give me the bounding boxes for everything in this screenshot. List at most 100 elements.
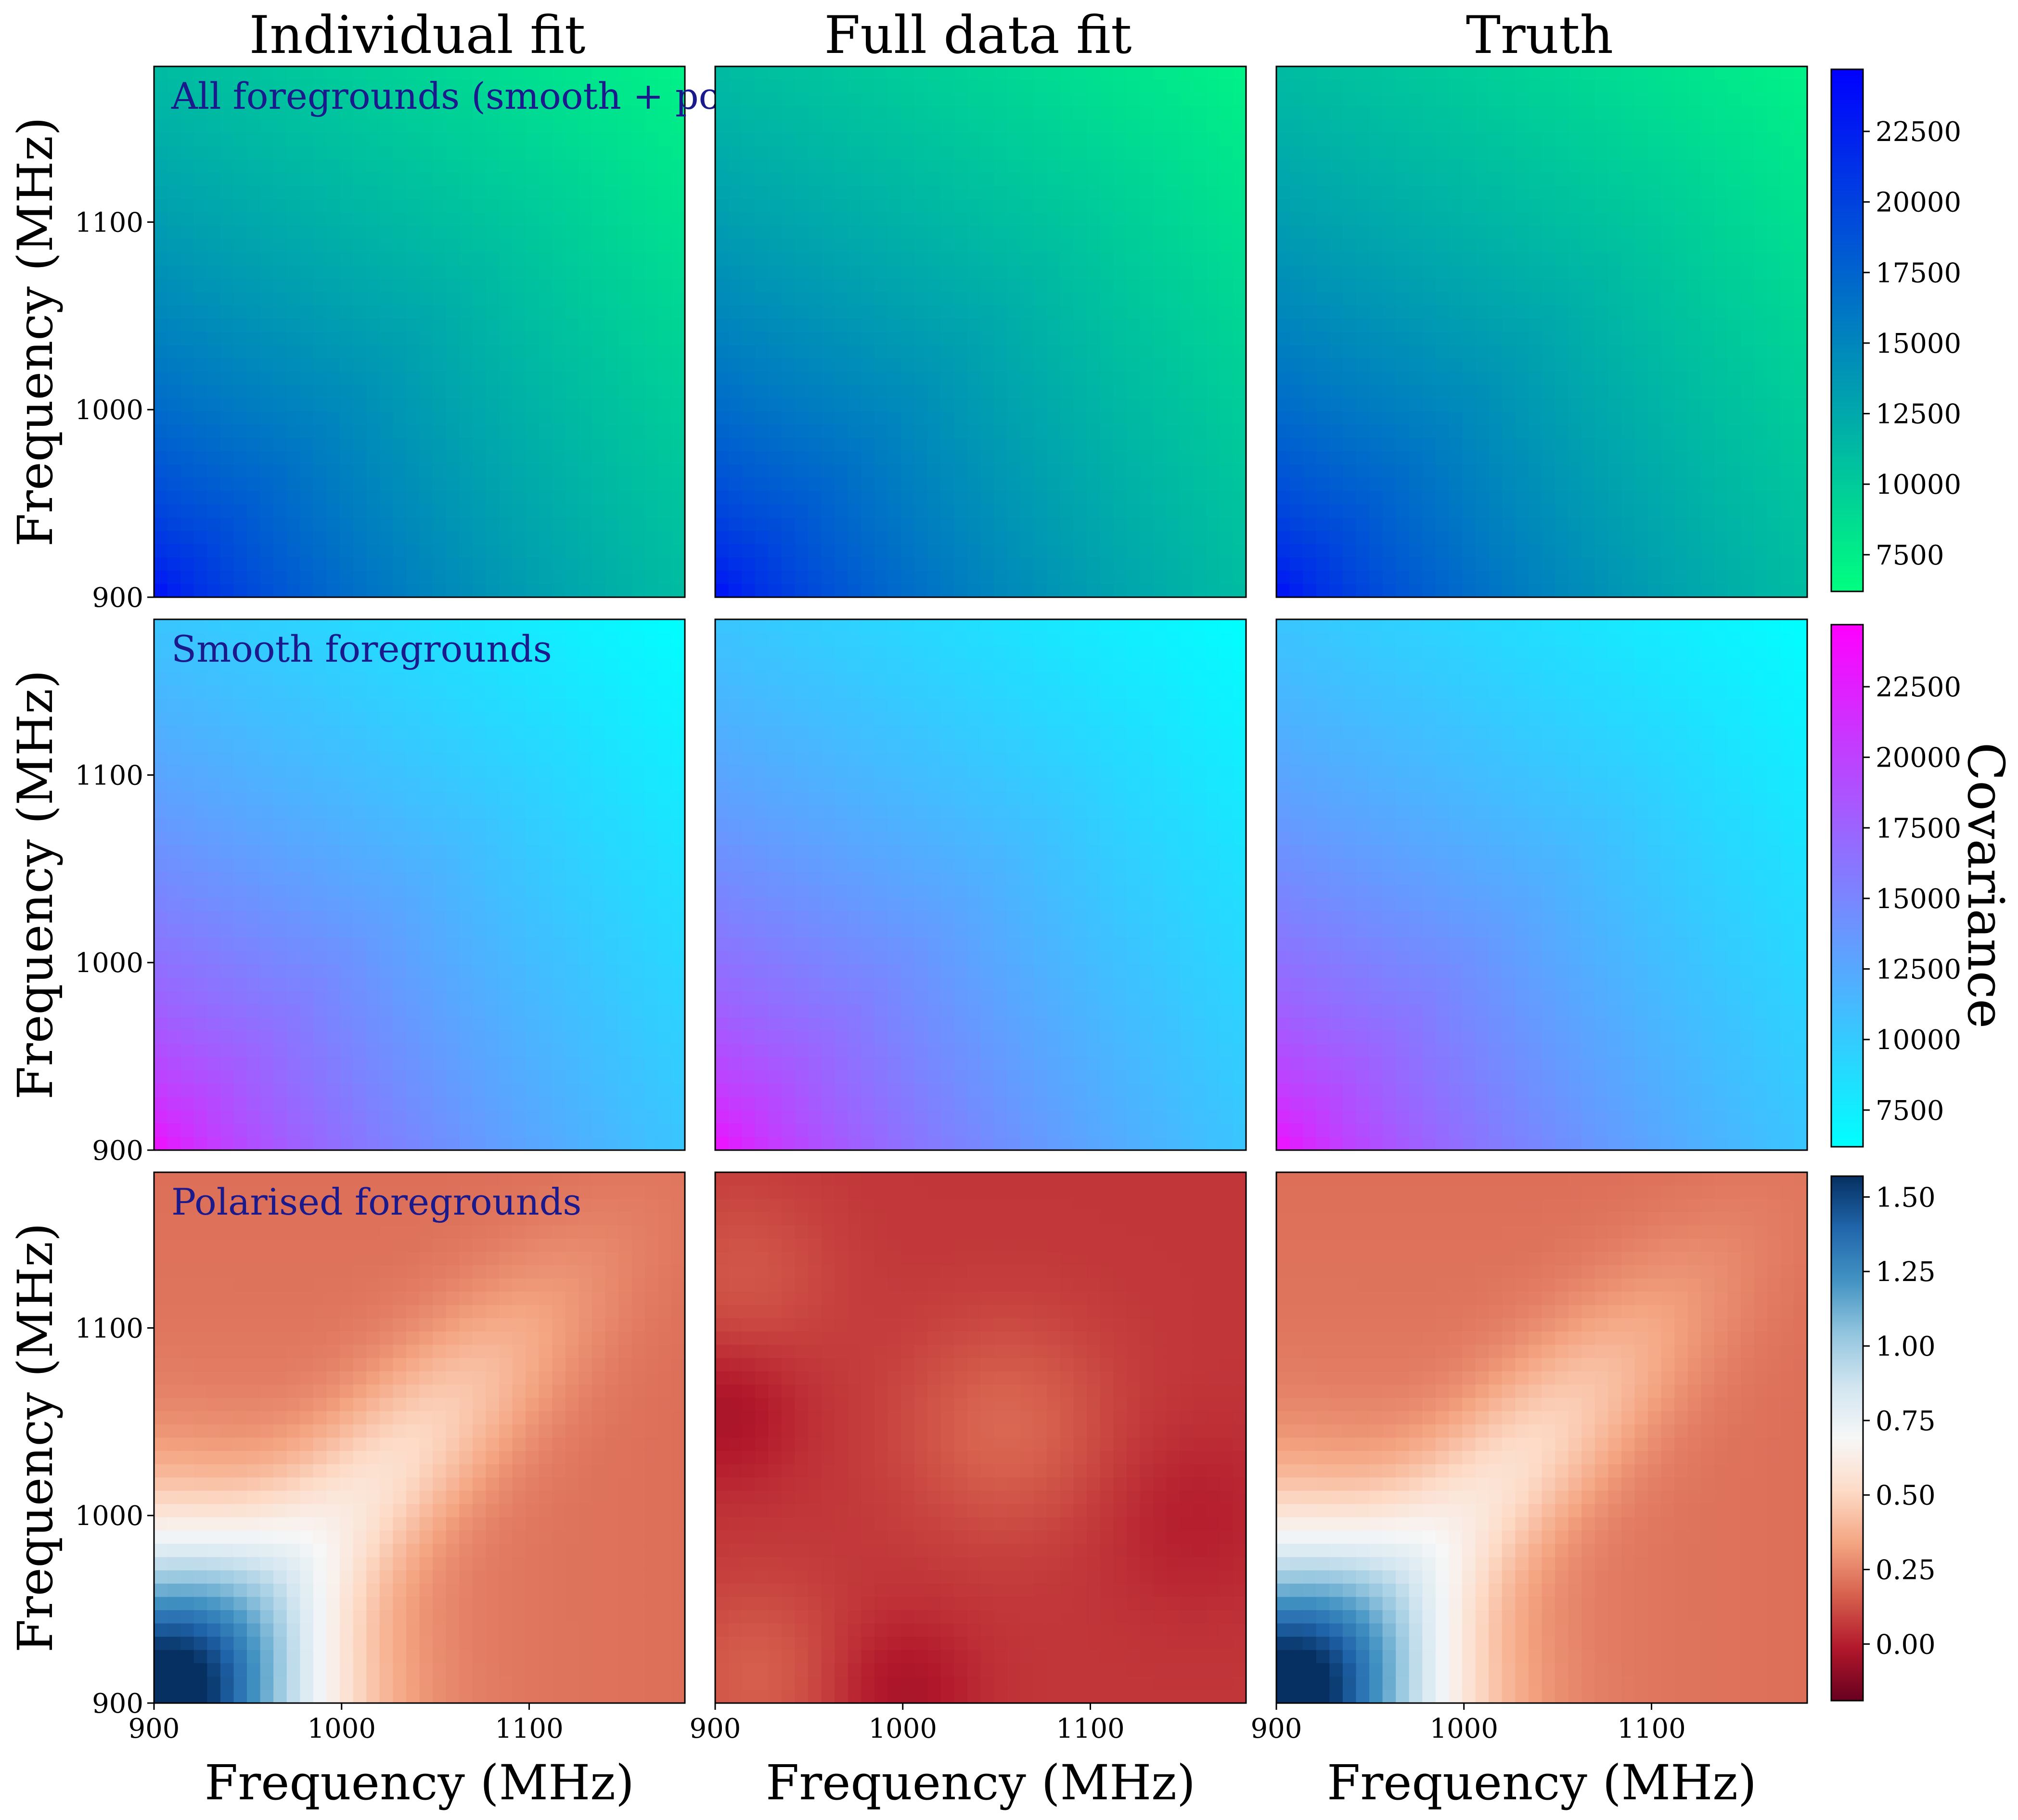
heatmap-cell bbox=[1087, 332, 1101, 346]
heatmap-cell bbox=[1382, 504, 1397, 518]
heatmap-cell bbox=[671, 225, 685, 240]
heatmap-cell bbox=[1316, 385, 1330, 399]
heatmap-cell bbox=[406, 544, 420, 558]
heatmap-cell bbox=[379, 265, 394, 280]
heatmap-cell bbox=[715, 345, 729, 359]
heatmap-cell bbox=[446, 119, 460, 133]
heatmap-cell bbox=[486, 372, 500, 385]
heatmap-cell bbox=[1727, 477, 1742, 492]
heatmap-cell bbox=[795, 318, 809, 333]
heatmap-cell bbox=[313, 517, 327, 532]
heatmap-cell bbox=[835, 504, 848, 518]
heatmap-cell bbox=[1369, 345, 1383, 359]
heatmap-cell bbox=[1060, 531, 1074, 545]
column-title-truth: Truth bbox=[1466, 5, 1613, 65]
heatmap-cell bbox=[1462, 279, 1476, 293]
heatmap-cell bbox=[914, 279, 928, 293]
heatmap-cell bbox=[180, 725, 194, 740]
heatmap-cell bbox=[591, 93, 606, 107]
heatmap-cell bbox=[1342, 93, 1357, 107]
heatmap-cell bbox=[379, 239, 394, 253]
heatmap-cell bbox=[1087, 570, 1101, 585]
heatmap-cell bbox=[835, 66, 848, 80]
heatmap-cell bbox=[755, 584, 769, 597]
heatmap-cell bbox=[994, 345, 1008, 359]
heatmap-cell bbox=[1462, 477, 1476, 492]
heatmap-cell bbox=[1233, 557, 1246, 571]
heatmap-cell bbox=[631, 464, 646, 478]
heatmap-cell bbox=[1219, 186, 1234, 200]
heatmap-cell bbox=[1528, 491, 1542, 505]
heatmap-cell bbox=[755, 93, 769, 107]
heatmap-cell bbox=[1369, 199, 1383, 213]
heatmap-cell bbox=[1100, 186, 1114, 200]
heatmap-cell bbox=[1542, 93, 1556, 107]
heatmap-cell bbox=[1289, 132, 1304, 147]
heatmap-cell bbox=[980, 292, 995, 306]
heatmap-cell bbox=[821, 491, 835, 505]
heatmap-cell bbox=[313, 464, 327, 478]
heatmap-cell bbox=[1767, 119, 1781, 133]
heatmap-cell bbox=[1329, 132, 1343, 147]
heatmap-cell bbox=[154, 504, 168, 518]
heatmap-cell bbox=[1206, 411, 1220, 425]
heatmap-cell bbox=[1594, 199, 1609, 213]
heatmap-cell bbox=[715, 372, 729, 385]
heatmap-cell bbox=[781, 372, 796, 385]
heatmap-cell bbox=[1219, 517, 1234, 532]
heatmap-cell bbox=[1528, 239, 1542, 253]
heatmap-cell bbox=[618, 385, 632, 399]
heatmap-cell bbox=[154, 451, 168, 465]
heatmap-cell bbox=[927, 358, 941, 372]
heatmap-cell bbox=[1276, 544, 1290, 558]
heatmap-cell bbox=[1396, 584, 1410, 597]
heatmap-cell bbox=[1594, 491, 1609, 505]
heatmap-cell bbox=[914, 557, 928, 571]
heatmap-cell bbox=[980, 477, 995, 492]
heatmap-cell bbox=[1140, 265, 1154, 280]
heatmap-cell bbox=[1674, 119, 1688, 133]
heatmap-cell bbox=[671, 358, 685, 372]
heatmap-cell bbox=[808, 252, 822, 266]
heatmap-cell bbox=[781, 186, 796, 200]
heatmap-cell bbox=[742, 265, 756, 280]
heatmap-cell bbox=[768, 79, 782, 94]
heatmap-cell bbox=[1126, 385, 1141, 399]
heatmap-cell bbox=[1767, 79, 1781, 94]
heatmap-cell bbox=[1581, 438, 1595, 452]
heatmap-cell bbox=[1449, 358, 1463, 372]
heatmap-cell bbox=[1303, 345, 1317, 359]
heatmap-cell bbox=[1020, 292, 1034, 306]
heatmap-cell bbox=[260, 584, 274, 597]
heatmap-cell bbox=[901, 451, 915, 465]
heatmap-cell bbox=[472, 66, 487, 80]
heatmap-cell bbox=[1794, 212, 1807, 226]
heatmap-cell bbox=[1767, 186, 1781, 200]
heatmap-cell bbox=[980, 146, 995, 160]
heatmap-cell bbox=[1568, 146, 1582, 160]
heatmap-cell bbox=[313, 491, 327, 505]
heatmap-cell bbox=[1687, 93, 1702, 107]
heatmap-cell bbox=[353, 119, 367, 133]
heatmap-cell bbox=[861, 66, 875, 80]
heatmap-cell bbox=[1033, 570, 1048, 585]
heatmap-cell bbox=[313, 146, 327, 160]
heatmap-cell bbox=[1289, 504, 1304, 518]
heatmap-cell bbox=[994, 239, 1008, 253]
heatmap-cell bbox=[671, 477, 685, 492]
heatmap-cell bbox=[887, 332, 902, 346]
heatmap-cell bbox=[1329, 385, 1343, 399]
heatmap-cell bbox=[1661, 212, 1675, 226]
heatmap-cell bbox=[1126, 332, 1141, 346]
heatmap-cell bbox=[1621, 385, 1635, 399]
heatmap-cell bbox=[901, 225, 915, 240]
heatmap-cell bbox=[742, 332, 756, 346]
heatmap-cell bbox=[1515, 531, 1529, 545]
heatmap-cell bbox=[1342, 318, 1357, 333]
heatmap-cell bbox=[1475, 491, 1490, 505]
heatmap-cell bbox=[313, 186, 327, 200]
heatmap-cell bbox=[419, 584, 434, 597]
heatmap-cell bbox=[180, 685, 194, 700]
heatmap-cell bbox=[848, 252, 862, 266]
heatmap-cell bbox=[1435, 424, 1450, 439]
